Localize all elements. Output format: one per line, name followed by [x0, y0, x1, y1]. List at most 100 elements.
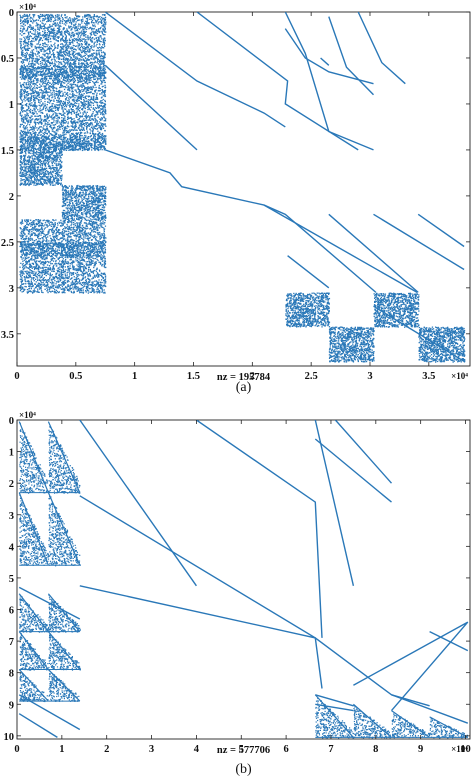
sparsity-block — [62, 218, 107, 244]
x-tick-label: 1 — [59, 744, 64, 755]
y-exponent-label: ×10⁴ — [19, 410, 36, 420]
y-tick-label: 9 — [9, 700, 14, 711]
sparsity-triangle — [352, 703, 392, 739]
series-line — [320, 57, 330, 66]
sparsity-block — [19, 136, 63, 152]
x-tick-label: 3.5 — [422, 371, 435, 382]
series-line — [104, 149, 377, 293]
sparsity-triangle — [391, 710, 431, 739]
y-tick-label: 6 — [9, 606, 14, 617]
y-tick-label: 2 — [9, 479, 14, 490]
x-tick-label: 2 — [250, 371, 255, 382]
x-tick-label: 9 — [418, 744, 423, 755]
y-tick-label: 0 — [9, 8, 14, 19]
series-line — [315, 703, 354, 712]
sparsity-block — [61, 65, 107, 80]
series-line — [353, 621, 469, 712]
sparsity-block — [373, 292, 420, 328]
x-tick-label: 10 — [460, 744, 471, 755]
x-tick-label: 2.5 — [305, 371, 318, 382]
figure-caption: (b) — [235, 762, 252, 777]
x-axis-label: nz = 577706 — [217, 745, 270, 756]
y-tick-label: 3 — [9, 284, 14, 295]
x-axis-label: nz = 195784 — [217, 372, 271, 383]
sparsity-triangle — [47, 421, 81, 494]
sparsity-block — [328, 326, 375, 363]
series-line — [196, 420, 323, 638]
series-line — [104, 12, 286, 128]
y-tick-label: 7 — [9, 637, 14, 648]
plot-frame — [16, 419, 471, 740]
x-tick-label: 1 — [132, 371, 137, 382]
series-line — [417, 213, 465, 248]
series-line — [196, 12, 359, 151]
y-exponent-label: ×10⁴ — [19, 2, 36, 12]
series-line — [373, 213, 465, 271]
series-line — [79, 420, 197, 587]
series-line — [357, 12, 406, 85]
y-tick-label: 1 — [9, 448, 14, 459]
y-tick-label: 1.5 — [1, 146, 14, 157]
x-tick-label: 3 — [367, 371, 372, 382]
sparsity-triangle — [47, 669, 81, 702]
y-tick-label: 0.5 — [1, 54, 14, 65]
series-line — [104, 64, 198, 151]
sparsity-block — [61, 184, 107, 221]
x-tick-label: 0 — [14, 371, 19, 382]
series-line — [263, 204, 418, 294]
x-tick-label: 0 — [14, 744, 19, 755]
x-exponent-label: ×10⁴ — [451, 744, 468, 754]
plot-area — [19, 12, 466, 363]
series-line — [18, 713, 58, 738]
sparsity-block — [19, 13, 63, 67]
series-line — [314, 438, 392, 503]
figure-caption: (a) — [236, 380, 252, 395]
sparsity-block — [19, 219, 63, 244]
sparsity-triangle — [18, 593, 50, 633]
y-tick-label: 8 — [9, 669, 14, 680]
sparsity-block — [61, 78, 107, 138]
series-line — [334, 420, 393, 484]
sparsity-triangle — [18, 421, 50, 494]
sparsity-block — [61, 255, 107, 294]
y-tick-label: 5 — [9, 574, 14, 585]
sparsity-block — [61, 14, 107, 67]
series-line — [18, 694, 81, 731]
series-line — [328, 213, 419, 293]
series-line — [328, 16, 375, 96]
y-tick-label: 1 — [9, 100, 14, 111]
plot-area — [18, 420, 469, 739]
y-tick-label: 2.5 — [1, 238, 14, 249]
sparsity-block — [61, 242, 107, 257]
y-tick-label: 10 — [4, 732, 15, 743]
chart-a: 0 0.5 1 1.5 2 2.5 3 3.5 0 0.5 1 1.5 2 2.5 3 3.5 ×10⁴ ×10⁴… — [1, 2, 471, 395]
sparsity-triangle — [47, 593, 81, 633]
x-tick-label: 0.5 — [69, 371, 82, 382]
sparsity-block — [19, 149, 63, 187]
series-line — [284, 28, 374, 85]
x-tick-label: 1.5 — [187, 371, 200, 382]
series-line — [79, 585, 469, 724]
series-line — [315, 694, 354, 707]
sparsity-triangle — [314, 694, 355, 739]
x-exponent-label: ×10⁴ — [451, 371, 468, 381]
y-tick-label: 0 — [9, 416, 14, 427]
series-line — [287, 255, 330, 289]
sparsity-block — [19, 241, 63, 257]
y-tick-label: 2 — [9, 192, 14, 203]
y-tick-label: 4 — [9, 542, 15, 553]
sparsity-triangle — [47, 631, 81, 671]
series-line — [373, 305, 465, 362]
sparsity-block — [61, 136, 107, 152]
sparsity-triangle — [18, 631, 50, 671]
series-line — [429, 630, 469, 652]
series-line — [314, 420, 355, 586]
series-line — [391, 694, 430, 707]
x-tick-label: 5 — [239, 744, 244, 755]
sparsity-block — [285, 292, 331, 328]
x-tick-label: 2 — [104, 744, 109, 755]
sparsity-block — [19, 65, 63, 80]
series-line — [284, 12, 374, 151]
